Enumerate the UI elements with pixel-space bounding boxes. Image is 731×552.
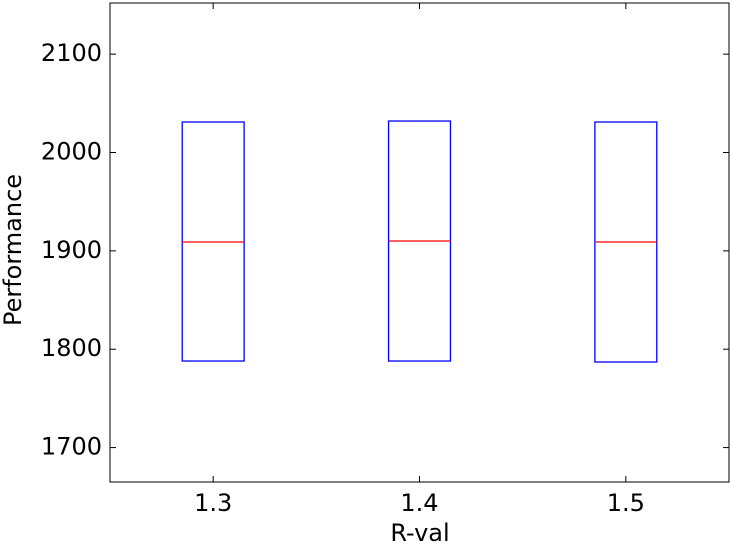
y-tick-label: 1700	[41, 433, 102, 461]
x-tick-label: 1.4	[400, 489, 438, 517]
y-tick-label: 1900	[41, 236, 102, 264]
y-tick-label: 1800	[41, 334, 102, 362]
x-tick-label: 1.5	[607, 489, 645, 517]
x-axis-label: R-val	[390, 519, 449, 547]
y-axis-label: Performance	[0, 174, 27, 326]
x-tick-label: 1.3	[194, 489, 232, 517]
y-tick-label: 2100	[41, 39, 102, 67]
y-tick-label: 2000	[41, 138, 102, 166]
